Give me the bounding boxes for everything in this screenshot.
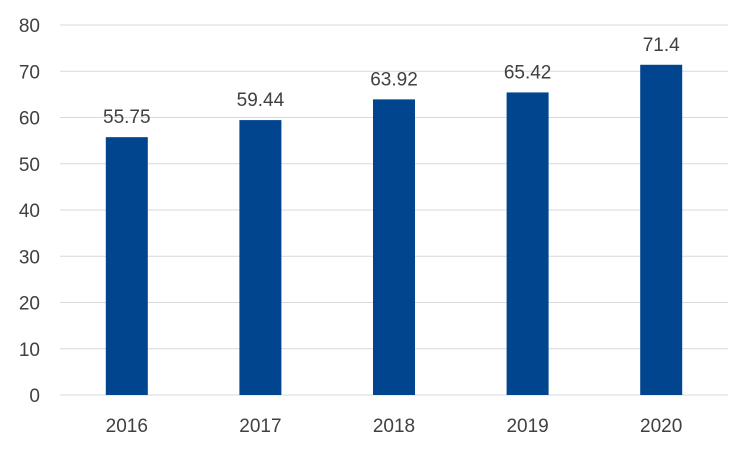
bar-2020 [640,64,683,396]
bar-2016 [105,137,148,395]
bars [105,64,683,396]
bar-2017 [239,120,282,395]
data-label-2016: 55.75 [103,107,151,128]
data-labels: 55.75 59.44 63.92 65.42 71.4 [103,35,680,128]
x-tick-label: 2019 [506,416,548,437]
x-tick-label: 2017 [239,416,281,437]
bar-2019 [506,92,549,396]
y-tick-label: 70 [19,62,40,83]
x-tick-label: 2018 [373,416,415,437]
data-label-2018: 63.92 [370,69,418,90]
y-tick-label: 20 [19,294,40,315]
y-tick-label: 60 [19,109,40,130]
bar-2018 [373,99,415,396]
data-label-2017: 59.44 [237,90,285,111]
y-tick-label: 0 [29,386,40,407]
x-tick-label: 2020 [640,416,682,437]
x-tick-label: 2016 [106,416,148,437]
data-label-2019: 65.42 [504,62,552,83]
y-tick-label: 30 [19,247,40,268]
y-tick-label: 40 [19,201,40,222]
y-axis-ticks: 0 10 20 30 40 50 60 70 80 [19,16,40,407]
y-tick-label: 50 [19,155,40,176]
y-tick-label: 10 [19,340,40,361]
y-tick-label: 80 [19,16,40,37]
data-label-2020: 71.4 [643,35,680,56]
x-axis-ticks: 2016 2017 2018 2019 2020 [106,416,683,437]
